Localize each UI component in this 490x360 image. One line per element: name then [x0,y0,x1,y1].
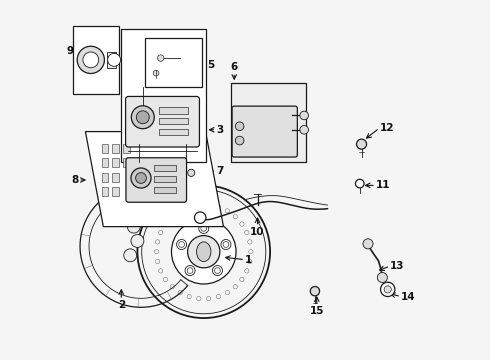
Bar [154,187,176,193]
Bar [154,165,176,171]
Text: 1: 1 [245,255,252,265]
Text: 15: 15 [310,306,324,316]
Text: 4: 4 [141,72,148,82]
Circle shape [235,136,244,145]
Text: 2: 2 [118,300,125,310]
Bar [73,26,120,94]
Circle shape [131,106,154,129]
Bar [145,39,202,87]
Bar [101,173,108,182]
Bar [122,30,205,162]
Bar [112,144,119,153]
Circle shape [310,287,319,296]
Polygon shape [85,132,223,226]
Circle shape [131,234,144,247]
Bar [159,118,188,125]
Circle shape [136,111,149,124]
Circle shape [300,111,309,120]
Text: 3: 3 [216,125,223,135]
Text: 6: 6 [231,62,238,72]
Bar [123,158,129,167]
Bar [112,187,119,196]
Circle shape [127,220,140,233]
Circle shape [188,169,195,176]
Circle shape [77,46,104,73]
Circle shape [199,224,209,233]
Circle shape [221,239,231,249]
Text: 5: 5 [207,60,215,70]
Circle shape [195,212,206,224]
Circle shape [157,55,164,61]
Bar [231,83,306,162]
Circle shape [213,266,222,276]
Bar [159,107,188,114]
Bar [107,52,116,68]
Circle shape [357,139,367,149]
Circle shape [124,249,137,262]
Bar [101,158,108,167]
FancyBboxPatch shape [125,96,199,147]
Circle shape [377,273,388,283]
Circle shape [153,70,159,76]
FancyBboxPatch shape [126,158,187,202]
Bar [112,158,119,167]
Circle shape [131,168,151,188]
Circle shape [136,173,147,183]
Circle shape [185,266,195,276]
Circle shape [355,179,364,188]
Circle shape [176,239,187,249]
Bar [159,129,188,135]
Circle shape [108,53,121,66]
Circle shape [363,239,373,249]
Text: 8: 8 [71,175,78,185]
Circle shape [381,282,395,297]
Ellipse shape [196,242,211,262]
Bar [112,173,119,182]
Text: 9: 9 [67,46,74,56]
Text: 11: 11 [376,180,391,190]
Circle shape [188,235,220,268]
Circle shape [235,122,244,131]
Circle shape [83,52,98,68]
Bar [101,144,108,153]
Text: 12: 12 [379,123,394,133]
Bar [101,187,108,196]
Text: 7: 7 [216,166,224,176]
Circle shape [172,220,236,284]
Bar [123,144,129,153]
Circle shape [384,286,392,293]
Text: 14: 14 [401,292,416,302]
Bar [154,176,176,182]
Text: 13: 13 [390,261,405,271]
Text: 10: 10 [250,226,265,237]
FancyBboxPatch shape [232,106,297,157]
Circle shape [300,126,309,134]
